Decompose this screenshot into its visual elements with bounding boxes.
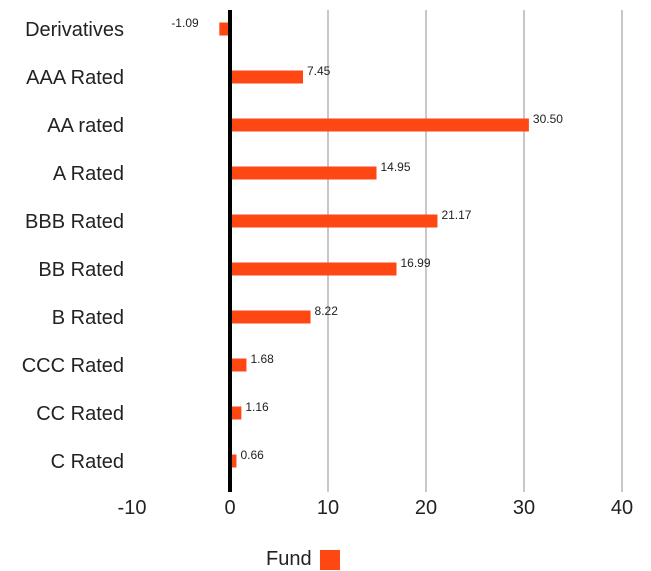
x-tick-labels: -10 0 10 20 30 40 xyxy=(118,497,634,519)
legend-label: Fund xyxy=(266,548,312,570)
data-label: 16.99 xyxy=(401,256,431,270)
x-tick-label: 20 xyxy=(415,497,437,519)
category-label: CCC Rated xyxy=(22,355,124,377)
category-label: AAA Rated xyxy=(26,67,124,89)
bar xyxy=(219,22,230,36)
category-label: A Rated xyxy=(53,163,124,185)
category-label: BB Rated xyxy=(38,259,124,281)
x-tick-label: -10 xyxy=(118,497,147,519)
data-labels: -1.09 7.45 30.50 14.95 21.17 16.99 8.22 1.68 1.1… xyxy=(171,16,563,462)
data-label: -1.09 xyxy=(171,16,199,30)
data-label: 8.22 xyxy=(315,304,339,318)
bar xyxy=(230,262,397,276)
category-labels: Derivatives AAA Rated AA rated A Rated BBB R… xyxy=(22,19,124,473)
category-label: B Rated xyxy=(52,307,124,329)
bar xyxy=(230,118,529,132)
bar xyxy=(230,166,377,180)
x-tick-label: 40 xyxy=(611,497,633,519)
data-label: 7.45 xyxy=(307,64,331,78)
data-label: 1.16 xyxy=(245,400,269,414)
data-label: 14.95 xyxy=(381,160,411,174)
category-label: C Rated xyxy=(51,451,124,473)
data-label: 21.17 xyxy=(441,208,471,222)
data-label: 30.50 xyxy=(533,112,563,126)
bar xyxy=(230,358,247,372)
data-label: 0.66 xyxy=(240,448,264,462)
legend-swatch xyxy=(319,549,340,570)
bar xyxy=(230,214,438,228)
category-label: CC Rated xyxy=(36,403,124,425)
bars xyxy=(219,22,529,468)
x-tick-label: 10 xyxy=(317,497,339,519)
bar xyxy=(230,454,237,468)
category-label: Derivatives xyxy=(25,19,124,41)
category-label: AA rated xyxy=(47,115,124,137)
bar xyxy=(230,310,311,324)
category-label: BBB Rated xyxy=(25,211,124,233)
gridlines xyxy=(327,10,623,492)
data-label: 1.68 xyxy=(250,352,274,366)
legend: Fund xyxy=(266,548,340,571)
bar xyxy=(230,406,242,420)
x-tick-label: 0 xyxy=(224,497,235,519)
bar xyxy=(230,70,304,84)
x-tick-label: 30 xyxy=(513,497,535,519)
